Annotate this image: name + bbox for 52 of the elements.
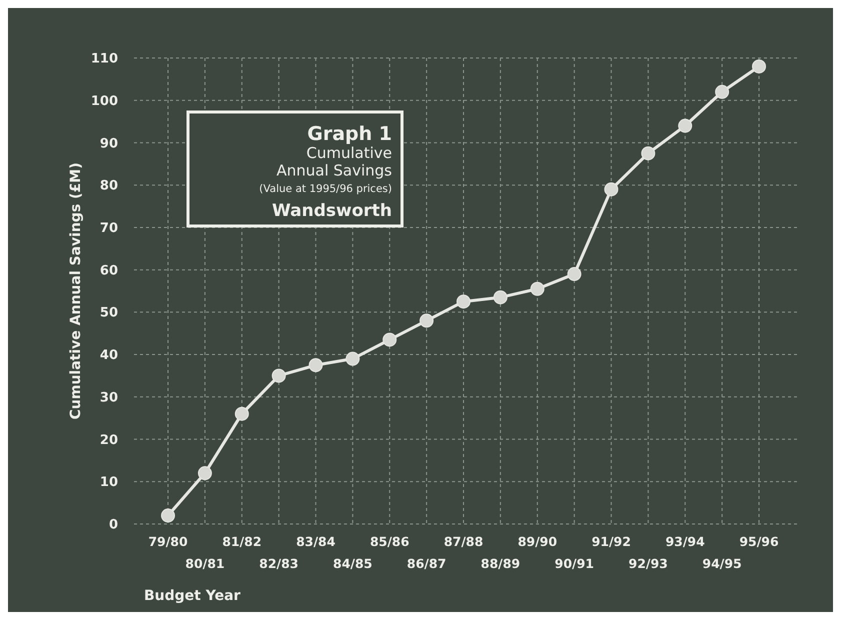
point (715, 84, 730, 99)
x-tick-label: 87/88 (444, 534, 484, 549)
x-tick-label: 84/85 (333, 556, 372, 571)
y-tick-label: 90 (100, 136, 118, 152)
annotation: (Value at 1995/96 prices) (259, 183, 392, 195)
y-tick-label: 60 (100, 263, 118, 278)
x-tick-label: 95/96 (739, 534, 779, 549)
point (567, 267, 582, 282)
point (420, 314, 434, 328)
point (308, 358, 323, 372)
point (752, 59, 766, 74)
x-tick-label: 94/95 (702, 556, 742, 571)
y-tick-label: 110 (90, 52, 118, 67)
x-tick-label: 81/82 (222, 534, 262, 549)
y-axis-title: Cumulative Annual Savings (£M) (68, 162, 84, 420)
x-tick-label: 86/87 (406, 556, 446, 571)
point (382, 332, 397, 347)
y-tick-label: 30 (100, 390, 118, 406)
point (161, 508, 175, 523)
x-tick-label: 85/86 (370, 534, 410, 549)
y-tick-label: 20 (100, 432, 118, 448)
point (678, 118, 692, 133)
x-tick-label: 80/81 (185, 556, 225, 571)
text: Graph 1 (307, 123, 392, 145)
point (604, 182, 618, 196)
y-tick-label: 10 (100, 475, 118, 490)
point (198, 466, 212, 480)
y-tick-label: 0 (108, 518, 118, 533)
x-tick-label: 93/94 (665, 534, 706, 549)
point (530, 282, 544, 296)
x-tick-label: 83/84 (296, 534, 336, 549)
x-tick-label: 89/90 (518, 534, 558, 549)
x-tick-label: 92/93 (628, 556, 668, 571)
x-tick-label: 79/80 (148, 534, 188, 549)
y-tick-label: 70 (100, 221, 118, 236)
y-tick-label: 100 (90, 94, 118, 109)
y-tick-label: 80 (100, 178, 118, 194)
y-tick-label: 50 (100, 306, 118, 321)
annotation: Wandsworth (272, 201, 392, 221)
y-tick-label: 40 (100, 348, 118, 364)
x-axis-title: Budget Year (144, 588, 241, 604)
point (234, 406, 249, 421)
x-tick-label: 82/83 (259, 556, 298, 571)
x-tick-label: 91/92 (592, 534, 631, 549)
point (272, 368, 286, 383)
point (641, 146, 656, 160)
point (346, 352, 360, 366)
x-tick-label: 90/91 (554, 556, 594, 571)
x-tick-label: 88/89 (480, 556, 520, 571)
point (456, 294, 470, 309)
text: Cumulative Annual Savings (276, 144, 392, 180)
point (493, 290, 508, 304)
